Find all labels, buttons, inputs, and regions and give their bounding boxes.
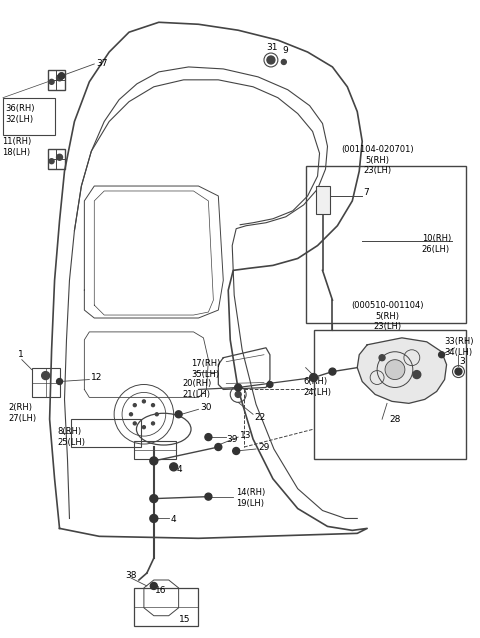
Text: 6(RH): 6(RH) xyxy=(304,377,328,386)
Bar xyxy=(315,186,330,214)
Text: 19(LH): 19(LH) xyxy=(236,499,264,508)
Bar xyxy=(134,588,198,626)
Circle shape xyxy=(175,411,182,418)
Circle shape xyxy=(267,56,275,64)
Text: 18(LH): 18(LH) xyxy=(2,148,30,157)
Circle shape xyxy=(133,404,136,406)
Text: 36(RH): 36(RH) xyxy=(5,104,35,113)
Circle shape xyxy=(57,154,62,160)
Bar xyxy=(72,419,141,447)
Text: 1: 1 xyxy=(18,350,24,359)
Circle shape xyxy=(379,355,385,360)
Text: 35(LH): 35(LH) xyxy=(192,370,220,379)
Circle shape xyxy=(150,582,157,590)
Text: 29: 29 xyxy=(258,443,269,452)
Text: 28: 28 xyxy=(389,415,400,424)
Text: 38: 38 xyxy=(125,570,136,579)
Circle shape xyxy=(413,371,421,378)
Circle shape xyxy=(170,463,178,471)
Text: (000510-001104): (000510-001104) xyxy=(351,300,423,309)
Circle shape xyxy=(156,413,158,416)
Text: 31: 31 xyxy=(266,43,277,52)
Circle shape xyxy=(57,378,62,385)
Circle shape xyxy=(42,371,49,380)
Circle shape xyxy=(59,73,64,79)
Text: 14(RH): 14(RH) xyxy=(236,488,265,497)
Text: 27(LH): 27(LH) xyxy=(8,413,36,423)
Circle shape xyxy=(205,493,212,500)
Circle shape xyxy=(49,159,54,164)
Text: 11(RH): 11(RH) xyxy=(2,137,31,146)
Text: 22: 22 xyxy=(254,413,265,422)
Circle shape xyxy=(59,73,64,79)
Text: 23(LH): 23(LH) xyxy=(363,166,391,175)
Text: 34(LH): 34(LH) xyxy=(444,348,473,357)
Text: 8(RH): 8(RH) xyxy=(58,427,82,436)
Circle shape xyxy=(57,75,62,81)
Circle shape xyxy=(439,352,444,358)
Text: 21(LH): 21(LH) xyxy=(182,390,211,399)
Text: 30: 30 xyxy=(201,403,212,412)
Text: 17(RH): 17(RH) xyxy=(192,359,221,368)
Circle shape xyxy=(152,404,155,406)
Bar xyxy=(134,441,176,459)
Bar xyxy=(313,330,467,459)
Text: (001104-020701): (001104-020701) xyxy=(341,145,413,154)
Text: 4: 4 xyxy=(171,515,176,524)
Text: 2(RH): 2(RH) xyxy=(8,403,32,412)
Circle shape xyxy=(150,457,158,465)
Polygon shape xyxy=(357,338,446,403)
Circle shape xyxy=(455,368,462,375)
Circle shape xyxy=(205,434,212,441)
Circle shape xyxy=(235,392,241,397)
Text: 24(LH): 24(LH) xyxy=(304,388,332,397)
Text: 25(LH): 25(LH) xyxy=(58,438,85,447)
Text: 9: 9 xyxy=(283,45,288,55)
Circle shape xyxy=(235,384,241,391)
Circle shape xyxy=(150,494,158,503)
Text: 15: 15 xyxy=(179,615,190,624)
Circle shape xyxy=(152,422,155,425)
Text: 3: 3 xyxy=(459,357,465,366)
Circle shape xyxy=(143,400,145,403)
Text: 5(RH): 5(RH) xyxy=(375,311,399,320)
Circle shape xyxy=(329,368,336,375)
Text: 4: 4 xyxy=(177,465,182,474)
Text: 26(LH): 26(LH) xyxy=(422,245,450,254)
Text: 7: 7 xyxy=(363,188,369,198)
Circle shape xyxy=(49,79,54,84)
Circle shape xyxy=(130,413,132,416)
Text: 20(RH): 20(RH) xyxy=(182,379,212,388)
Text: 13: 13 xyxy=(240,431,252,440)
Circle shape xyxy=(281,59,286,64)
Circle shape xyxy=(143,426,145,429)
Bar xyxy=(3,98,55,135)
Text: 16: 16 xyxy=(155,586,166,595)
Bar xyxy=(306,166,467,323)
Text: 33(RH): 33(RH) xyxy=(444,338,474,346)
Text: 39: 39 xyxy=(226,434,238,443)
Text: 12: 12 xyxy=(91,373,103,382)
Circle shape xyxy=(310,374,318,382)
Circle shape xyxy=(233,447,240,454)
Text: 10(RH): 10(RH) xyxy=(422,234,451,243)
Text: 23(LH): 23(LH) xyxy=(373,322,401,331)
Circle shape xyxy=(267,382,273,387)
Circle shape xyxy=(215,443,222,450)
Circle shape xyxy=(133,422,136,425)
Text: 5(RH): 5(RH) xyxy=(365,156,389,165)
Text: 32(LH): 32(LH) xyxy=(5,115,33,124)
Circle shape xyxy=(385,360,405,380)
Circle shape xyxy=(150,514,158,523)
Text: 37: 37 xyxy=(96,59,108,68)
